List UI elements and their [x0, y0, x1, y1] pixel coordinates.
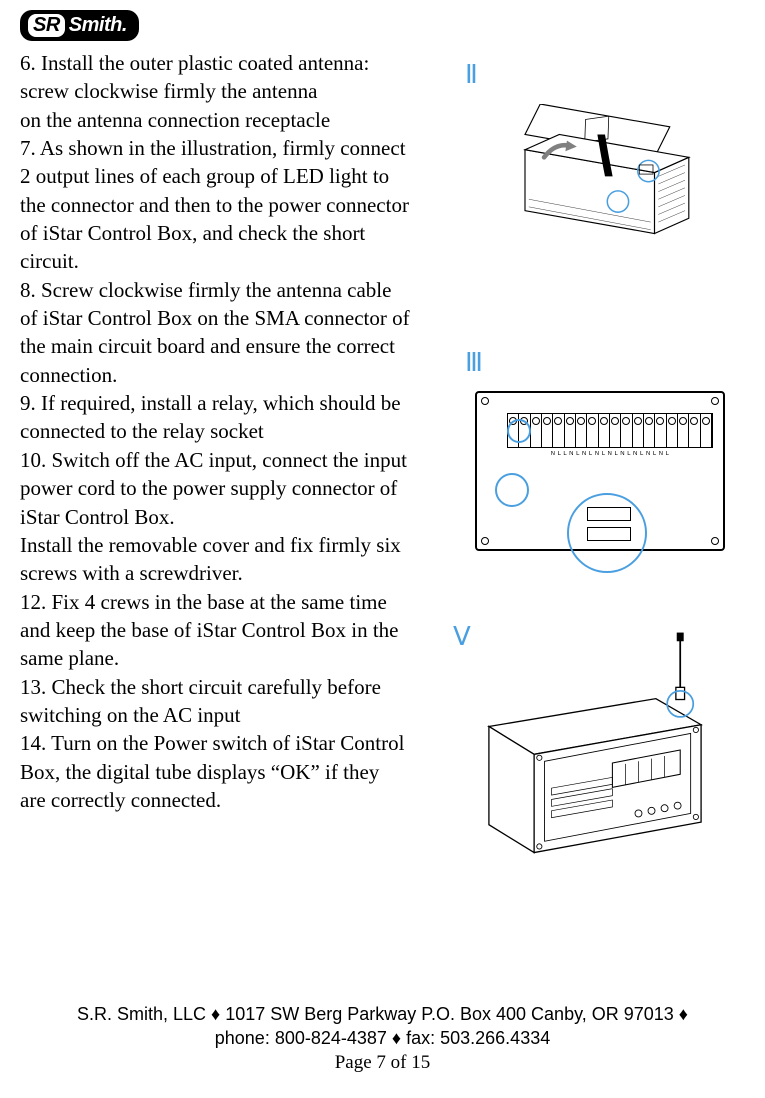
figure-2-illustration	[490, 104, 720, 264]
logo-suffix: Smith.	[69, 14, 127, 36]
step-8: 8. Screw clockwise firmly the antenna ca…	[20, 276, 410, 389]
figure-5: Ⅴ	[435, 613, 745, 913]
screw-icon	[481, 397, 489, 405]
footer-address: S.R. Smith, LLC ♦ 1017 SW Berg Parkway P…	[0, 1002, 765, 1026]
illustration-column: Ⅱ	[435, 49, 745, 931]
figure-3-label: Ⅲ	[465, 347, 483, 378]
highlight-circle-icon	[567, 493, 647, 573]
step-11: Install the removable cover and fix firm…	[20, 531, 410, 588]
logo-prefix: SR	[28, 14, 65, 37]
terminal-labels: N L L N L N L N L N L N L N L N L N L	[507, 451, 713, 457]
highlight-circle-icon	[507, 419, 531, 443]
step-9: 9. If required, install a relay, which s…	[20, 389, 410, 446]
screw-icon	[711, 397, 719, 405]
step-6b: on the antenna connection receptacle	[20, 106, 410, 134]
footer: S.R. Smith, LLC ♦ 1017 SW Berg Parkway P…	[0, 1002, 765, 1076]
figure-2-label: Ⅱ	[465, 59, 478, 90]
figure-5-label: Ⅴ	[453, 621, 471, 652]
step-12: 12. Fix 4 crews in the base at the same …	[20, 588, 410, 673]
screw-icon	[711, 537, 719, 545]
figure-5-illustration	[465, 683, 725, 883]
logo: SRSmith.	[20, 10, 139, 41]
screw-icon	[481, 537, 489, 545]
instructions-text: 6. Install the outer plastic coated ante…	[20, 49, 410, 814]
step-10: 10. Switch off the AC input, connect the…	[20, 446, 410, 531]
step-6a: 6. Install the outer plastic coated ante…	[20, 49, 410, 106]
figure-3-illustration: N L L N L N L N L N L N L N L N L N L	[475, 391, 725, 551]
footer-contact: phone: 800-824-4387 ♦ fax: 503.266.4334	[0, 1026, 765, 1050]
step-13: 13. Check the short circuit carefully be…	[20, 673, 410, 730]
content-area: 6. Install the outer plastic coated ante…	[20, 49, 745, 814]
terminal-strip	[507, 413, 713, 448]
step-14: 14. Turn on the Power switch of iStar Co…	[20, 729, 410, 814]
step-7: 7. As shown in the illustration, firmly …	[20, 134, 410, 276]
figure-3: Ⅲ N L L N L N L N L N L N L N L N L N L	[435, 335, 745, 595]
highlight-circle-icon	[495, 473, 529, 507]
footer-page: Page 7 of 15	[0, 1050, 765, 1076]
figure-2: Ⅱ	[435, 49, 745, 317]
